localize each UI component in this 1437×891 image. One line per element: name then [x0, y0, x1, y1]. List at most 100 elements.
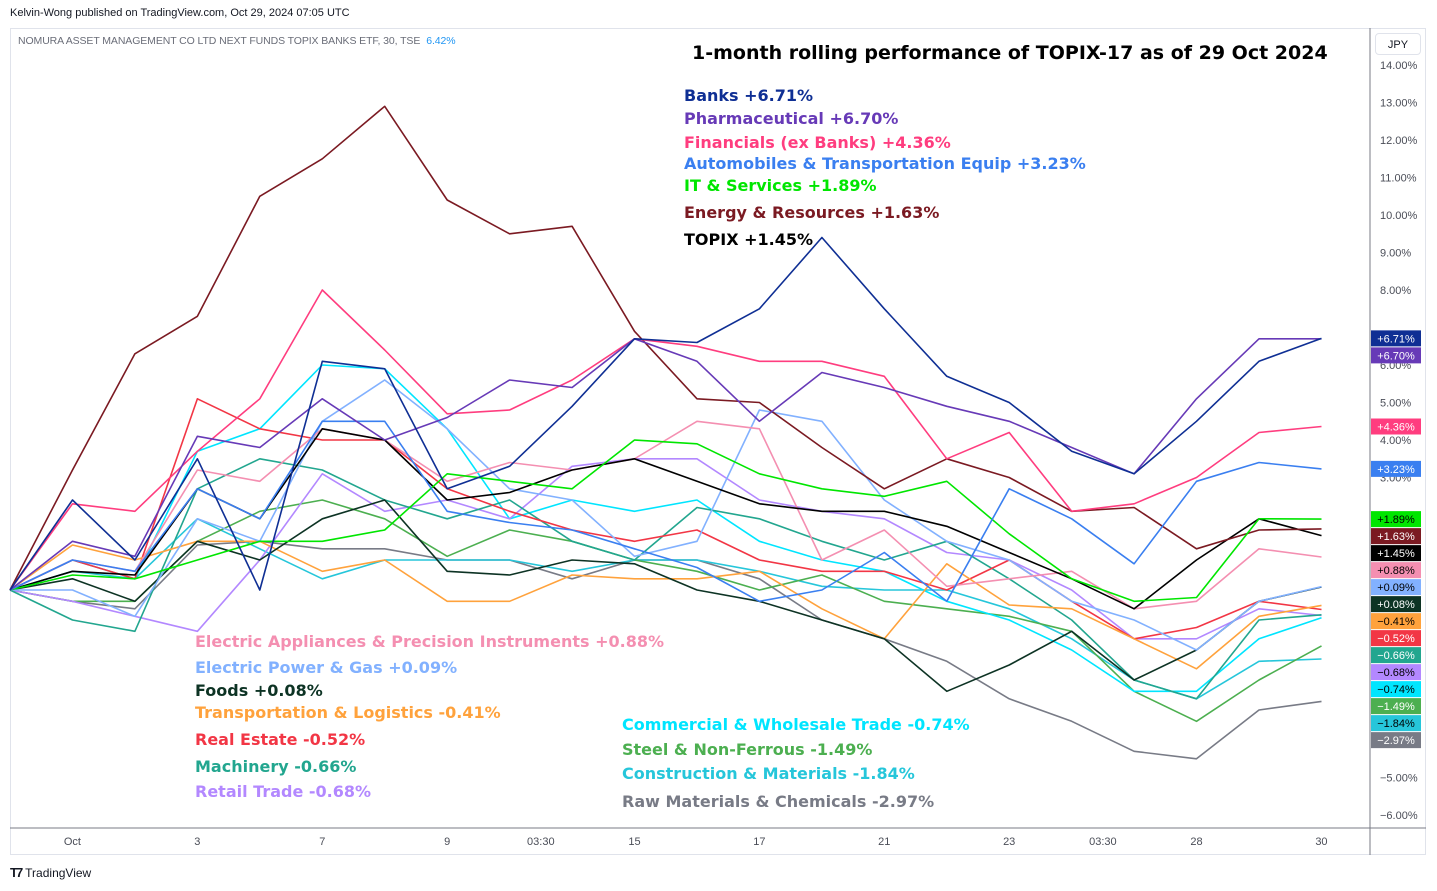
- last-value-badge-text: +1.63%: [1377, 531, 1415, 543]
- last-value-badge: [1371, 647, 1421, 664]
- last-value-badge-text: −0.41%: [1377, 616, 1415, 628]
- last-value-badge: [1371, 418, 1421, 435]
- y-tick-label: 11.00%: [1380, 173, 1417, 185]
- series-line-construction-materials[interactable]: [9, 517, 1322, 700]
- series-annotation: Transportation & Logistics -0.41%: [195, 703, 501, 722]
- y-tick-label: 5.00%: [1380, 398, 1411, 410]
- x-tick-label: 3: [194, 836, 200, 848]
- tradingview-logo[interactable]: T7 TradingView: [10, 865, 91, 880]
- x-tick-label: 15: [628, 836, 640, 848]
- symbol-legend[interactable]: NOMURA ASSET MANAGEMENT CO LTD NEXT FUND…: [18, 35, 456, 47]
- series-line-topix[interactable]: [9, 427, 1322, 610]
- series-annotation: Energy & Resources +1.63%: [684, 203, 940, 222]
- y-tick-label: 8.00%: [1380, 285, 1411, 297]
- last-value-badge: [1371, 596, 1421, 613]
- published-byline: Kelvin-Wong published on TradingView.com…: [10, 7, 350, 19]
- y-tick-label: 14.00%: [1380, 60, 1418, 72]
- last-value-badge: [1371, 698, 1421, 715]
- series-line-real-estate[interactable]: [9, 397, 1322, 640]
- tradingview-logo-icon: T7: [10, 865, 23, 880]
- last-value-badge-text: +0.08%: [1377, 599, 1415, 611]
- last-value-badge-text: −1.84%: [1377, 718, 1415, 730]
- series-annotation: Commercial & Wholesale Trade -0.74%: [622, 715, 970, 734]
- series-line-pharmaceutical[interactable]: [9, 337, 1322, 591]
- time-axis-scrollbar[interactable]: [10, 829, 1370, 855]
- series-annotation: Banks +6.71%: [684, 86, 814, 105]
- last-value-badge-text: −0.66%: [1377, 650, 1415, 662]
- last-value-badge: [1371, 545, 1421, 562]
- last-value-badge-text: −0.74%: [1377, 684, 1415, 696]
- series-line-retail-trade[interactable]: [9, 457, 1322, 640]
- series-line-financials-ex-banks-[interactable]: [9, 289, 1322, 591]
- last-value-badge-text: −2.97%: [1377, 735, 1415, 747]
- series-annotation: Foods +0.08%: [195, 681, 323, 700]
- x-tick-label: 7: [319, 836, 325, 848]
- series-annotation: Retail Trade -0.68%: [195, 782, 372, 801]
- last-value-badge-text: +3.23%: [1377, 464, 1415, 476]
- series-annotation: Automobiles & Transportation Equip +3.23…: [684, 154, 1086, 173]
- last-value-badge: [1371, 613, 1421, 630]
- last-value-badge-text: +4.36%: [1377, 422, 1415, 434]
- series-annotation: Financials (ex Banks) +4.36%: [684, 133, 951, 152]
- series-annotation: Machinery -0.66%: [195, 757, 357, 776]
- series-annotation: Construction & Materials -1.84%: [622, 764, 915, 783]
- last-value-badge: [1371, 562, 1421, 579]
- x-tick-label: 30: [1315, 836, 1327, 848]
- series-annotation: IT & Services +1.89%: [684, 176, 877, 195]
- y-tick-label: 13.00%: [1380, 98, 1418, 110]
- series-annotation: Electric Appliances & Precision Instrume…: [195, 632, 664, 651]
- brand-name: TradingView: [25, 865, 92, 880]
- series-annotation: Steel & Non-Ferrous -1.49%: [622, 740, 873, 759]
- last-value-badge: [1371, 630, 1421, 647]
- last-value-badge-text: +1.45%: [1377, 548, 1415, 560]
- series-annotation: Pharmaceutical +6.70%: [684, 109, 899, 128]
- series-line-automobiles-transportation-equip[interactable]: [9, 420, 1322, 603]
- x-tick-label: 9: [444, 836, 450, 848]
- last-value-badge-text: +6.70%: [1377, 350, 1415, 362]
- x-tick-label: 21: [878, 836, 890, 848]
- x-tick-label: 17: [753, 836, 765, 848]
- last-value-badge: [1371, 579, 1421, 596]
- chart-title: 1-month rolling performance of TOPIX-17 …: [692, 42, 1328, 64]
- last-value-badge-text: −1.49%: [1377, 701, 1415, 713]
- last-value-badge: [1371, 732, 1421, 749]
- last-value-badge: [1371, 511, 1421, 528]
- last-value-badge-text: −0.68%: [1377, 667, 1415, 679]
- last-value-badge-text: +0.88%: [1377, 565, 1415, 577]
- x-tick-label: Oct: [64, 836, 81, 848]
- last-value-badge-text: +0.09%: [1377, 582, 1415, 594]
- x-tick-label: 28: [1190, 836, 1202, 848]
- series-line-electric-appliances-precision-instruments[interactable]: [9, 420, 1322, 610]
- last-value-badge: [1371, 460, 1421, 477]
- series-line-it-services[interactable]: [9, 439, 1322, 603]
- chart-frame: [10, 28, 1426, 855]
- y-tick-label: −5.00%: [1380, 773, 1418, 785]
- x-tick-label: 23: [1003, 836, 1015, 848]
- series-line-machinery[interactable]: [9, 457, 1322, 700]
- series-line-transportation-logistics[interactable]: [9, 540, 1322, 670]
- last-value-badge-text: +1.89%: [1377, 514, 1415, 526]
- last-value-badge-text: −0.52%: [1377, 633, 1415, 645]
- series-annotation: Raw Materials & Chemicals -2.97%: [622, 792, 935, 811]
- y-tick-label: 4.00%: [1380, 435, 1411, 447]
- y-tick-label: −6.00%: [1380, 810, 1418, 822]
- last-value-badge: [1371, 330, 1421, 347]
- y-tick-label: 9.00%: [1380, 248, 1411, 260]
- y-tick-label: 12.00%: [1380, 135, 1418, 147]
- last-value-badge-text: +6.71%: [1377, 333, 1415, 345]
- series-line-steel-non-ferrous[interactable]: [9, 499, 1322, 723]
- series-line-electric-power-gas[interactable]: [10, 379, 1322, 651]
- symbol-change: 6.42%: [426, 35, 456, 47]
- x-tick-label: 03:30: [1089, 836, 1117, 848]
- last-value-badge: [1371, 347, 1421, 364]
- x-tick-label: 03:30: [527, 836, 555, 848]
- last-value-badge: [1371, 664, 1421, 681]
- series-line-energy-resources[interactable]: [9, 105, 1322, 591]
- last-value-badge: [1371, 715, 1421, 732]
- symbol-title: NOMURA ASSET MANAGEMENT CO LTD NEXT FUND…: [18, 35, 421, 47]
- series-line-banks[interactable]: [9, 236, 1322, 591]
- currency-button[interactable]: JPY: [1375, 33, 1421, 55]
- last-value-badge: [1371, 528, 1421, 545]
- series-line-commercial-wholesale-trade[interactable]: [9, 364, 1322, 693]
